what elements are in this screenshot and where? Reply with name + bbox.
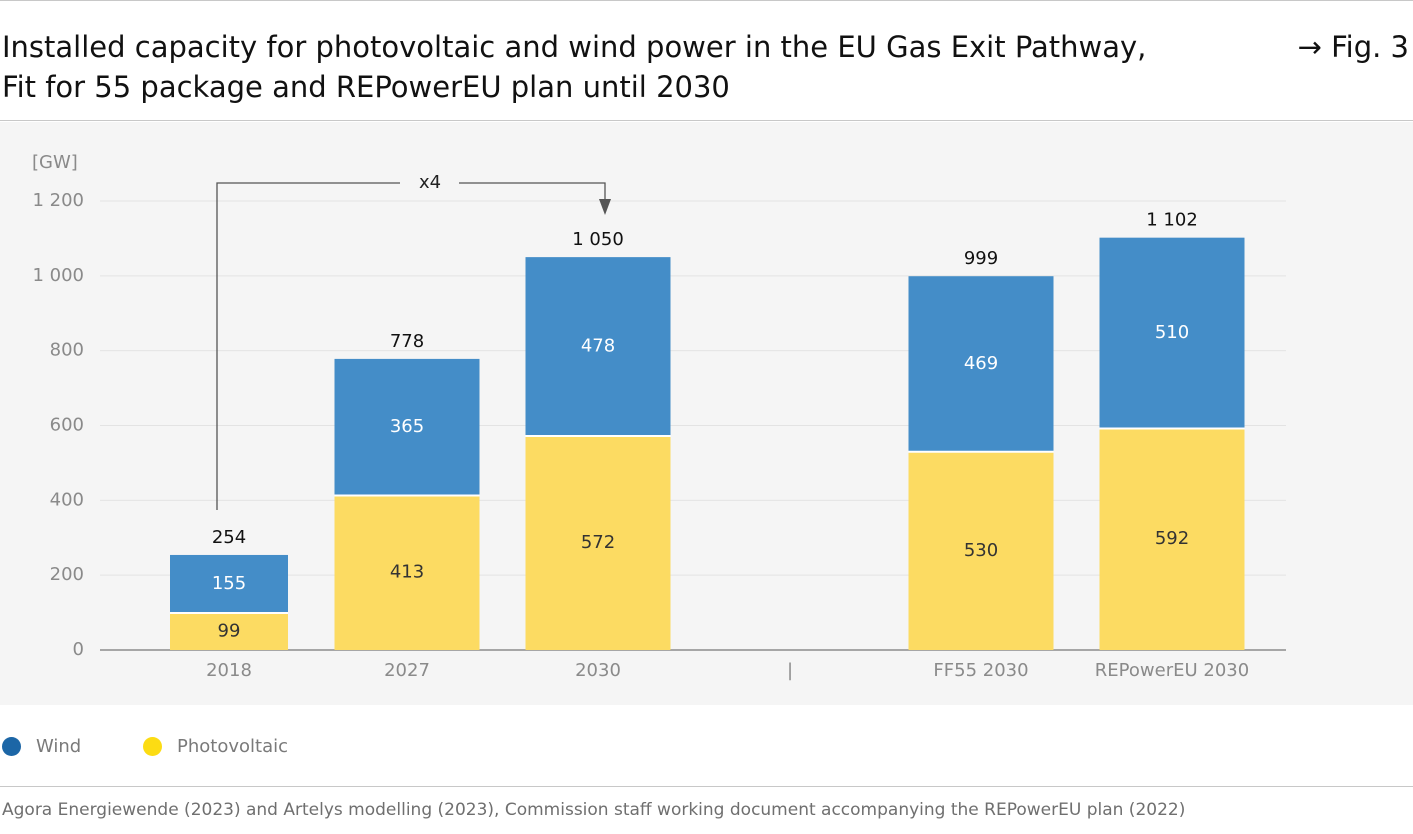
bar-segment-wind	[525, 257, 671, 436]
category-separator: |	[787, 660, 793, 681]
data-label-photovoltaic: 530	[964, 540, 998, 561]
legend-label-photovoltaic: Photovoltaic	[177, 736, 288, 757]
annotation-arrow-right-segment	[459, 182, 606, 200]
legend-item-wind: Wind	[2, 736, 81, 757]
legend-item-photovoltaic: Photovoltaic	[143, 736, 288, 757]
figure-reference-link[interactable]: → Fig. 3	[1297, 30, 1409, 64]
legend-swatch-photovoltaic	[143, 737, 162, 756]
data-label-total: 999	[964, 248, 998, 269]
y-tick-label: 1 000	[32, 265, 84, 286]
data-label-photovoltaic: 99	[218, 620, 241, 641]
y-tick-label: 600	[50, 415, 84, 436]
chart-title-line-2: Fit for 55 package and REPowerEU plan un…	[2, 70, 730, 104]
x-tick-label: FF55 2030	[933, 660, 1028, 681]
legend-swatch-wind	[2, 737, 21, 756]
data-label-total: 1 050	[572, 229, 624, 250]
data-label-photovoltaic: 413	[390, 562, 424, 583]
x-tick-label: 2027	[384, 660, 430, 681]
data-label-photovoltaic: 572	[581, 532, 615, 553]
y-tick-label: 800	[50, 340, 84, 361]
y-axis-unit-label: [GW]	[32, 152, 78, 173]
x-tick-label: REPowerEU 2030	[1095, 660, 1249, 681]
data-label-total: 1 102	[1146, 210, 1198, 231]
bar-segment-photovoltaic	[334, 495, 480, 650]
x-tick-label: 2018	[206, 660, 252, 681]
bar-segment-photovoltaic	[525, 435, 671, 650]
bar-segment-wind	[908, 276, 1054, 452]
bar-segment-photovoltaic	[170, 612, 288, 650]
y-tick-label: 1 200	[32, 190, 84, 211]
data-label-photovoltaic: 592	[1155, 528, 1189, 549]
chart-title: Installed capacity for photovoltaic and …	[2, 27, 1202, 107]
bar-segment-wind	[334, 358, 480, 496]
annotation-arrowhead	[599, 199, 611, 215]
data-label-wind: 510	[1155, 322, 1189, 343]
annotation-label: x4	[419, 172, 441, 193]
chart-title-line-1: Installed capacity for photovoltaic and …	[2, 30, 1147, 64]
footer-divider	[0, 786, 1413, 787]
bar-segment-photovoltaic	[1099, 428, 1245, 650]
bar-segment-wind	[170, 554, 288, 613]
data-label-total: 254	[212, 527, 246, 548]
y-tick-label: 400	[50, 489, 84, 510]
data-label-wind: 478	[581, 336, 615, 357]
title-divider	[0, 120, 1413, 121]
data-label-wind: 469	[964, 353, 998, 374]
y-tick-label: 0	[73, 639, 84, 660]
data-label-total: 778	[390, 331, 424, 352]
bar-segment-photovoltaic	[908, 451, 1054, 650]
stacked-bar-chart: 0 200 400 600 800 1 000 1 200 [GW] 99 155 254 2018 4…	[32, 152, 1286, 681]
y-tick-label: 200	[50, 564, 84, 585]
annotation-arrow-left-segment	[216, 182, 400, 510]
top-rule	[0, 0, 1413, 1]
data-label-wind: 155	[212, 573, 246, 594]
bar-segment-wind	[1099, 237, 1245, 429]
source-note: Agora Energiewende (2023) and Artelys mo…	[2, 800, 1186, 820]
legend-label-wind: Wind	[36, 736, 82, 757]
data-label-wind: 365	[390, 416, 424, 437]
x-tick-label: 2030	[575, 660, 621, 681]
